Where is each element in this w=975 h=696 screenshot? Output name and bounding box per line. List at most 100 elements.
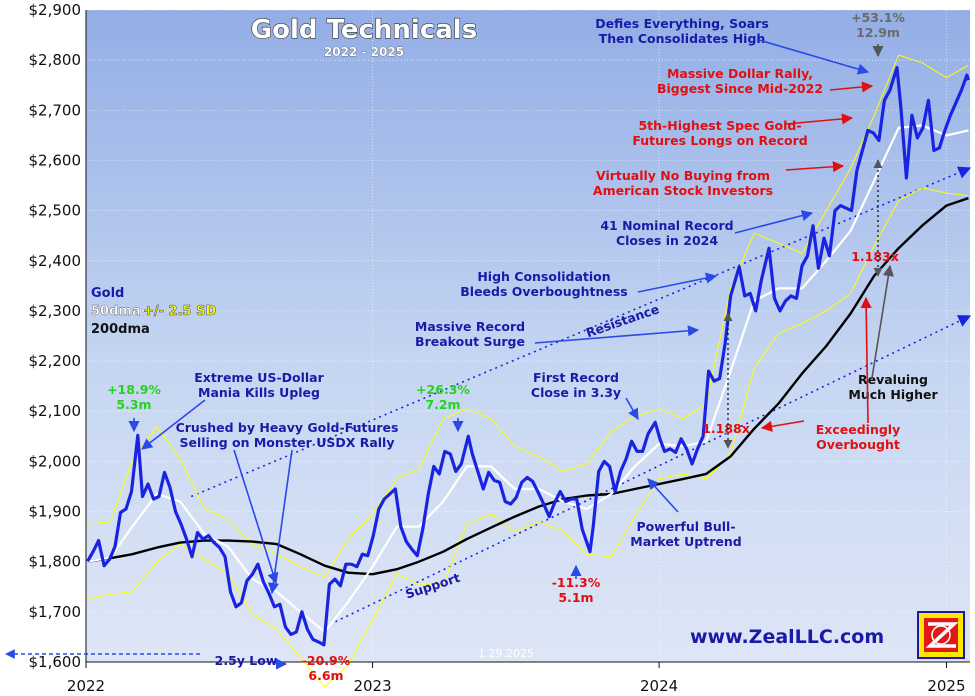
annotation-arrow <box>267 449 293 595</box>
annotation-peak-gain-line: +53.1% <box>851 10 905 25</box>
annotation-arrow <box>860 296 872 424</box>
annotation-no-buying-line: American Stock Investors <box>593 183 773 198</box>
annotation-arrow <box>734 210 814 234</box>
series-200dma-line <box>87 196 969 576</box>
y-tick-label: $2,400 <box>29 252 82 270</box>
annotation-gain-2023-line: 7.2m <box>425 397 460 412</box>
y-tick-label: $2,100 <box>29 402 82 420</box>
annotation-loss-2022: -20.9%6.6m <box>302 653 351 683</box>
annotation-dollar-rally: Massive Dollar Rally,Biggest Since Mid-2… <box>657 66 823 96</box>
annotation-arrow <box>829 81 874 93</box>
annotation-loss-2022-line: -20.9% <box>302 653 351 668</box>
y-tick-label: $2,700 <box>29 101 82 119</box>
date-stamp: 1.29.2025 <box>478 647 534 660</box>
series-lines <box>86 54 970 688</box>
annotation-low-2022: 2.5y Low <box>215 653 278 668</box>
y-tick-label: $2,200 <box>29 352 82 370</box>
annotation-arrow <box>785 161 845 173</box>
annotation-no-buying-line: Virtually No Buying from <box>596 168 770 183</box>
annotation-arrow <box>141 399 206 450</box>
y-tick-label: $1,600 <box>29 653 82 671</box>
annotation-arrow <box>625 397 639 420</box>
x-axis: 2022 2023 2024 2025 <box>67 661 970 695</box>
annotation-crushed-line: Crushed by Heavy Gold-Futures <box>176 420 399 435</box>
annotation-dollar-rally-line: Massive Dollar Rally, <box>667 66 813 81</box>
legend-200dma: 200dma <box>91 322 150 337</box>
annotation-spec-longs: 5th-Highest Spec Gold-Futures Longs on R… <box>632 118 807 148</box>
chart-title: Gold Technicals <box>251 15 477 45</box>
annotation-arrow <box>647 478 679 513</box>
annotation-low-2022-line: 2.5y Low <box>215 653 278 668</box>
annotation-ratio-2024: 1.188x <box>702 421 750 436</box>
annotation-ratio-2025: 1.183x <box>851 249 899 264</box>
y-axis: $1,600 $1,700 $1,800 $1,900 $2,000 $2,100 $2,2… <box>29 1 87 671</box>
annotation-bull-uptrend-line: Market Uptrend <box>630 534 741 549</box>
annotation-ratio-2024-line: 1.188x <box>702 421 750 436</box>
annotation-bull-uptrend-line: Powerful Bull- <box>636 519 735 534</box>
legend-gold: Gold <box>91 286 124 301</box>
chart-subtitle: 2022 - 2025 <box>324 45 404 59</box>
y-tick-label: $2,600 <box>29 151 82 169</box>
plot-background <box>86 10 970 662</box>
annotation-gain-2022: +18.9%5.3m <box>107 382 161 412</box>
annotation-high-consolidation-line: Bleeds Overboughtness <box>460 284 627 299</box>
zeal-logo <box>917 611 965 659</box>
annotation-pullback-2023-line: -11.3% <box>552 575 601 590</box>
x-tick-label: 2023 <box>353 677 391 695</box>
annotation-peak-gain: +53.1%12.9m <box>851 10 905 40</box>
annotation-spec-longs-line: 5th-Highest Spec Gold- <box>638 118 801 133</box>
y-tick-label: $2,300 <box>29 302 82 320</box>
annotation-arrow <box>785 113 854 125</box>
annotation-arrow <box>637 272 718 293</box>
annotation-gain-2023: +26.3%7.2m <box>416 382 470 412</box>
grid-lines <box>85 9 970 663</box>
annotation-peak-gain-line: 12.9m <box>856 25 900 40</box>
annotation-arrow <box>871 264 894 379</box>
annotation-loss-2022-line: 6.6m <box>308 668 343 683</box>
series-2-5-sd-line <box>87 187 969 688</box>
annotation-revaluing-line: Revaluing <box>858 372 928 387</box>
x-tick-label: 2022 <box>67 677 105 695</box>
annotation-spec-longs-line: Futures Longs on Record <box>632 133 807 148</box>
annotation-arrow <box>233 449 279 585</box>
annotation-crushed-line: Selling on Monster USDX Rally <box>179 435 394 450</box>
y-tick-label: $1,800 <box>29 553 82 571</box>
annotation-pullback-2023-line: 5.1m <box>558 590 593 605</box>
annotation-gain-2022-line: +18.9% <box>107 382 161 397</box>
legend-50dma: 50dma <box>91 304 141 319</box>
annotation-ratio-2025-line: 1.183x <box>851 249 899 264</box>
website-url: www.ZealLLC.com <box>690 626 884 648</box>
x-tick-label: 2025 <box>927 677 965 695</box>
annotation-breakout-surge-line: Massive Record <box>415 319 525 334</box>
annotation-usd-mania-line: Extreme US-Dollar <box>194 370 324 385</box>
annotation-high-consolidation-line: High Consolidation <box>477 269 610 284</box>
annotation-usd-mania-line: Mania Kills Upleg <box>198 385 320 400</box>
annotation-record-closes-line: 41 Nominal Record <box>600 218 733 233</box>
annotation-dollar-rally-line: Biggest Since Mid-2022 <box>657 81 823 96</box>
legend: Gold 50dma +/- 2.5 SD 200dma <box>91 286 217 337</box>
annotation-bull-uptrend: Powerful Bull-Market Uptrend <box>630 519 741 549</box>
legend-sd: +/- 2.5 SD <box>143 304 216 319</box>
annotation-first-record-line: First Record <box>533 370 619 385</box>
annotation-breakout-surge-line: Breakout Surge <box>415 334 525 349</box>
y-tick-label: $2,500 <box>29 202 82 220</box>
annotation-gain-2022-line: 5.3m <box>116 397 151 412</box>
annotation-gain-2023-line: +26.3% <box>416 382 470 397</box>
series-gold-line <box>86 66 970 647</box>
y-tick-label: $1,700 <box>29 603 82 621</box>
annotation-defies-line: Then Consolidates High <box>599 31 766 46</box>
series-50dma-line <box>87 124 969 633</box>
annotation-arrow <box>534 325 700 344</box>
annotation-arrow <box>760 420 805 432</box>
annotation-overbought-line: Overbought <box>816 437 900 452</box>
y-tick-label: $1,900 <box>29 503 82 521</box>
